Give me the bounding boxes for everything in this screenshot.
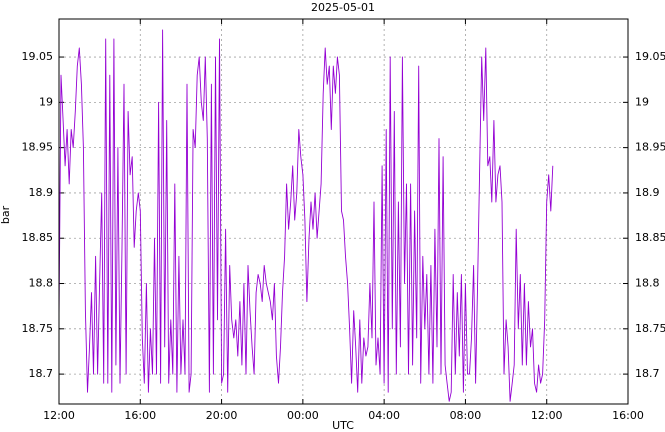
x-tick-label: 16:00 <box>612 409 644 422</box>
y-axis-title: bar <box>0 205 12 224</box>
series-group <box>58 29 554 402</box>
y-tick-label-right: 18.8 <box>635 277 660 290</box>
y-tick-label-right: 18.9 <box>635 186 660 199</box>
plot-frame <box>58 18 629 405</box>
y-tick-label-left: 18.8 <box>29 277 54 290</box>
x-tick-label: 04:00 <box>368 409 400 422</box>
x-axis-labels: 12:00 16:00 20:00 00:00 04:00 08:00 12:00 16:00 <box>43 409 644 422</box>
series-line <box>58 29 554 402</box>
y-tick-label-right: 19 <box>635 95 649 108</box>
y-tick-label-left: 18.7 <box>29 367 54 380</box>
gridlines <box>59 19 628 404</box>
x-tick-label: 12:00 <box>43 409 75 422</box>
y-tick-label-left: 18.85 <box>22 231 54 244</box>
y-tick-label-right: 18.7 <box>635 367 660 380</box>
y-axis-right-labels: 18.7 18.75 18.8 18.85 18.9 18.95 19 19.05 <box>635 50 665 380</box>
y-axis-left-labels: 18.7 18.75 18.8 18.85 18.9 18.95 19 19.05 <box>22 50 54 380</box>
y-tick-label-left: 18.9 <box>29 186 54 199</box>
chart-title: 2025-05-01 <box>311 1 375 14</box>
x-tick-label: 12:00 <box>531 409 563 422</box>
x-tick-label: 08:00 <box>450 409 482 422</box>
x-tick-label: 16:00 <box>124 409 156 422</box>
x-tick-label: 00:00 <box>287 409 319 422</box>
x-tick-label: 20:00 <box>206 409 238 422</box>
y-tick-label-left: 19.05 <box>22 50 54 63</box>
y-tick-label-left: 18.75 <box>22 322 54 335</box>
y-tick-label-right: 18.95 <box>635 141 665 154</box>
y-tick-label-right: 18.75 <box>635 322 665 335</box>
y-tick-label-right: 19.05 <box>635 50 665 63</box>
y-tick-label-left: 19 <box>39 95 53 108</box>
x-axis-title: UTC <box>332 419 354 432</box>
axis-ticks <box>58 19 629 404</box>
y-tick-label-left: 18.95 <box>22 141 54 154</box>
y-tick-label-right: 18.85 <box>635 231 665 244</box>
